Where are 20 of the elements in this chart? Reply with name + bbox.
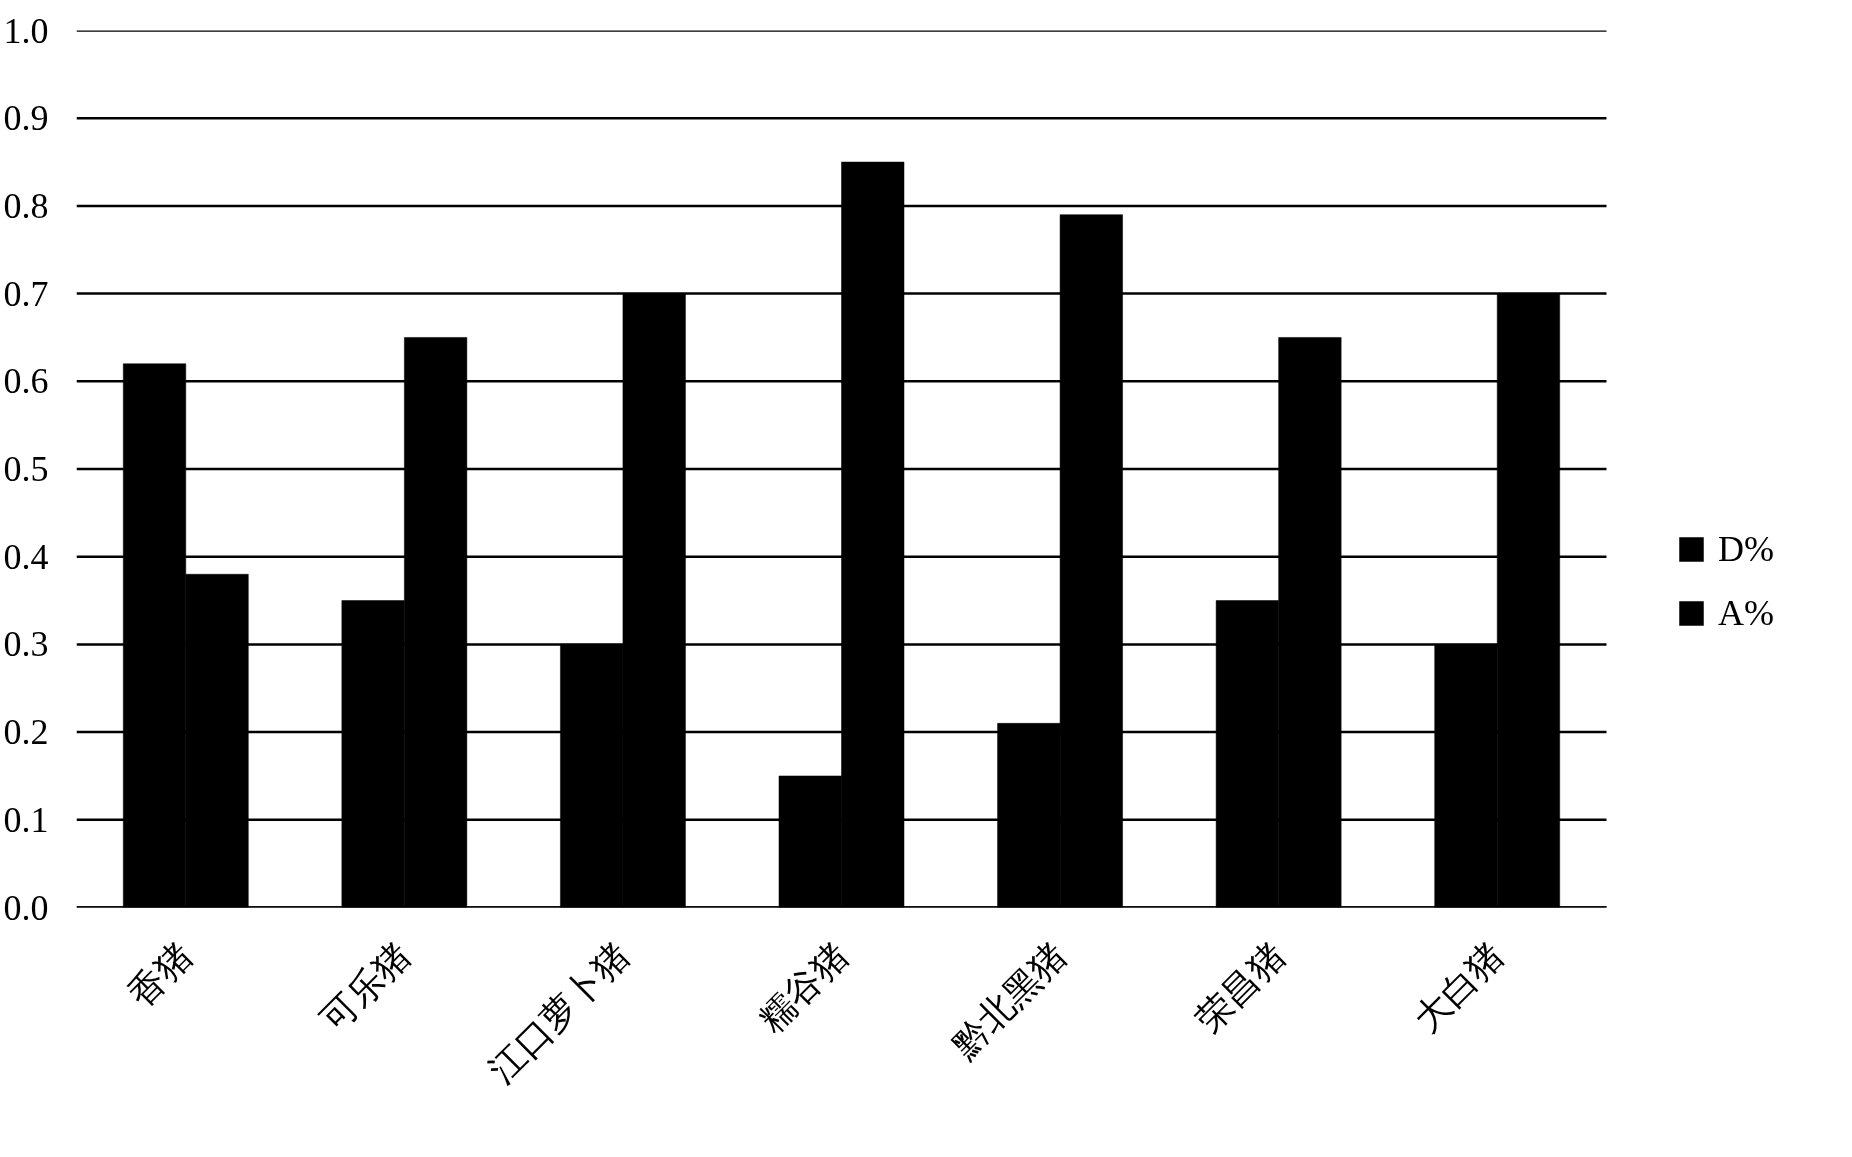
x-tick-label: 荣昌猪 <box>1188 935 1293 1041</box>
y-tick-label: 0.0 <box>3 887 49 928</box>
x-tick-label: 黔北黑猪 <box>943 935 1075 1067</box>
x-tick-label: 糯谷猪 <box>750 935 856 1041</box>
legend-label: A% <box>1718 592 1774 634</box>
y-tick-label: 0.6 <box>3 361 49 402</box>
y-tick-label: 0.5 <box>3 449 49 489</box>
y-tick-label: 0.1 <box>3 799 49 840</box>
y-tick-label: 0.2 <box>3 712 49 753</box>
y-tick-label: 0.3 <box>3 624 49 665</box>
x-tick-label: 大白猪 <box>1406 935 1512 1041</box>
y-tick-label: 0.7 <box>3 273 49 314</box>
y-tick-label: 0.8 <box>3 185 49 226</box>
legend-label: D% <box>1718 528 1774 570</box>
x-tick-label: 江口萝卜猪 <box>481 935 638 1091</box>
y-tick-label: 0.4 <box>3 536 49 577</box>
x-tick-label: 可乐猪 <box>313 935 419 1041</box>
x-tick-label: 香猪 <box>120 935 200 1015</box>
y-tick-label: 1.0 <box>3 10 49 51</box>
y-tick-label: 0.9 <box>3 98 49 139</box>
